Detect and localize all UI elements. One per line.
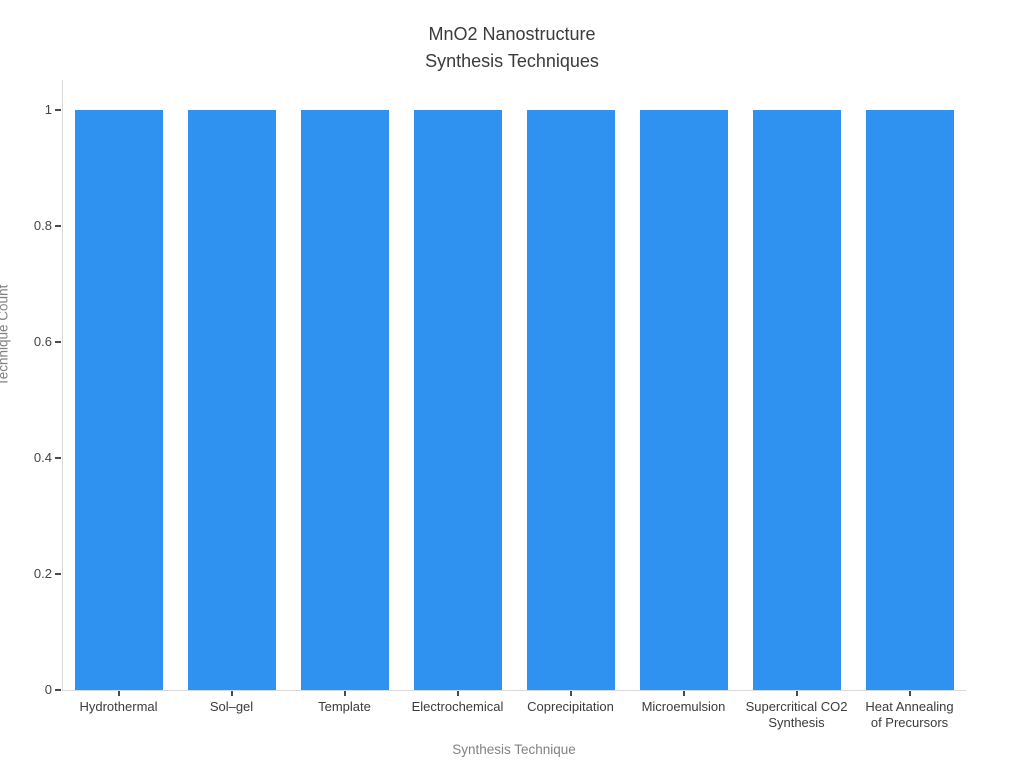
y-tick-label: 1 <box>44 102 52 117</box>
y-tick-mark <box>55 457 61 459</box>
x-axis-line <box>62 690 966 691</box>
bar <box>865 110 954 690</box>
x-tick-mark <box>908 691 911 696</box>
x-category-label: Electrochemical <box>411 699 504 714</box>
bar <box>526 110 615 690</box>
x-category-label: Supercritical CO2 Synthesis <box>745 699 848 730</box>
y-tick-mark <box>55 573 61 575</box>
y-tick-label: 0.2 <box>33 566 52 581</box>
y-axis-line <box>62 80 63 690</box>
bar <box>639 110 728 690</box>
x-category-label: Hydrothermal <box>79 699 158 714</box>
x-tick-mark <box>230 691 233 696</box>
x-category-label: Sol–gel <box>209 699 254 714</box>
y-tick-mark <box>55 109 61 111</box>
x-tick-mark <box>343 691 346 696</box>
x-tick-mark <box>456 691 459 696</box>
x-category-label: Heat Annealing of Precursors <box>865 699 954 730</box>
x-category-label: Template <box>318 699 371 714</box>
x-tick-mark <box>682 691 685 696</box>
chart-title: MnO2 Nanostructure Synthesis Techniques <box>425 24 599 71</box>
x-tick-mark <box>569 691 572 696</box>
bar <box>187 110 276 690</box>
bar <box>74 110 163 690</box>
y-tick-mark <box>55 689 61 691</box>
y-tick-mark <box>55 341 61 343</box>
bar <box>300 110 389 690</box>
x-category-label: Coprecipitation <box>527 699 614 714</box>
bar <box>752 110 841 690</box>
x-category-label: Microemulsion <box>641 699 726 714</box>
y-tick-mark <box>55 225 61 227</box>
x-tick-mark <box>117 691 120 696</box>
x-axis-title: Synthesis Technique <box>452 742 576 757</box>
y-tick-label: 0.6 <box>33 334 52 349</box>
y-tick-label: 0 <box>44 682 52 697</box>
x-tick-mark <box>795 691 798 696</box>
y-tick-label: 0.4 <box>33 450 52 465</box>
bar <box>413 110 502 690</box>
y-tick-label: 0.8 <box>33 218 52 233</box>
